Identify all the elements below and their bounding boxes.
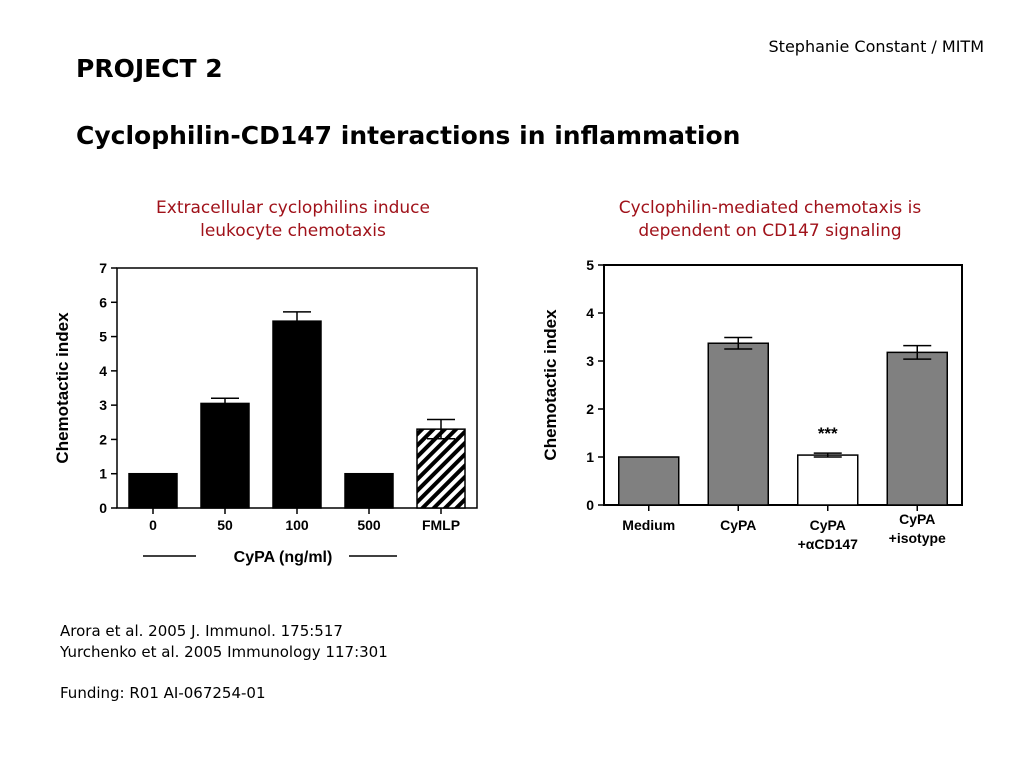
chart1-y-tick-label: 1	[99, 466, 107, 482]
chart1-title-line: Extracellular cyclophilins induce	[156, 198, 430, 218]
chart2-x-tick-label: +αCD147	[798, 536, 859, 552]
chart1-x-axis-label: CyPA (ng/ml)	[234, 549, 333, 566]
chart1-y-tick-label: 7	[99, 260, 107, 276]
chart1-y-axis-label: Chemotactic index	[53, 312, 72, 464]
chart2-y-tick-label: 0	[586, 497, 594, 513]
reference-line: Arora et al. 2005 J. Immunol. 175:517	[60, 622, 343, 640]
chart2-x-tick-label: +isotype	[889, 530, 946, 546]
chart2-plot-frame	[603, 264, 963, 506]
chart1-x-tick-label: 50	[217, 517, 233, 533]
chart1-y-tick-label: 3	[99, 397, 107, 413]
chart2-y-tick-label: 4	[586, 305, 594, 321]
chart2-title: Cyclophilin-mediated chemotaxis is depen…	[570, 197, 970, 243]
chart2-title-line: Cyclophilin-mediated chemotaxis is	[618, 198, 922, 218]
chart1-bar	[416, 428, 466, 509]
author-label: Stephanie Constant / MITM	[768, 37, 984, 56]
chart2-significance-label: ***	[818, 424, 838, 443]
chart2-y-tick-label: 5	[586, 257, 594, 273]
page-subtitle: Cyclophilin-CD147 interactions in inflam…	[76, 121, 741, 150]
chart2-y-tick-label: 3	[586, 353, 594, 369]
funding-label: Funding: R01 AI-067254-01	[60, 684, 266, 702]
chart1-x-tick-label: 0	[149, 517, 157, 533]
chart1-y-tick-label: 6	[99, 294, 107, 310]
chart1-x-tick-label: FMLP	[422, 517, 460, 533]
chart2-y-tick-label: 2	[586, 401, 594, 417]
chart1-title-line: leukocyte chemotaxis	[200, 221, 386, 241]
chart2-bar	[886, 351, 948, 506]
chart1-x-tick-label: 100	[285, 517, 309, 533]
chart2-bar	[797, 454, 859, 506]
chart2-bar	[707, 342, 769, 506]
chart1-bar	[272, 320, 322, 509]
chart1-title: Extracellular cyclophilins induce leukoc…	[108, 197, 478, 243]
chart1-bar	[200, 402, 250, 509]
chart1-bar	[128, 472, 178, 509]
chart1-y-tick-label: 0	[99, 500, 107, 516]
reference-line: Yurchenko et al. 2005 Immunology 117:301	[60, 643, 388, 661]
chart1-x-tick-label: 500	[357, 517, 381, 533]
chart2-x-tick-label: Medium	[622, 517, 675, 533]
chart2-title-line: dependent on CD147 signaling	[638, 221, 902, 241]
chart1-y-tick-label: 2	[99, 431, 107, 447]
references: Arora et al. 2005 J. Immunol. 175:517 Yu…	[60, 621, 388, 663]
chart1-y-tick-label: 4	[99, 363, 107, 379]
chart2-x-tick-label: CyPA	[810, 517, 846, 533]
chart2-y-axis-label: Chemotactic index	[541, 309, 560, 461]
chart2-x-tick-label: CyPA	[720, 517, 756, 533]
chart2-bar	[618, 456, 680, 506]
chart2-y-tick-label: 1	[586, 449, 594, 465]
chart1-bar	[344, 472, 394, 509]
chart2-x-tick-label: CyPA	[899, 511, 935, 527]
chart1-y-tick-label: 5	[99, 329, 107, 345]
project-title: PROJECT 2	[76, 54, 223, 83]
